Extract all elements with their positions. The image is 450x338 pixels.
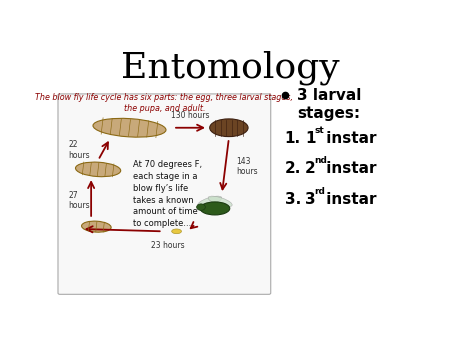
- Ellipse shape: [76, 162, 121, 177]
- FancyBboxPatch shape: [58, 94, 271, 294]
- Ellipse shape: [208, 196, 232, 207]
- Text: 27
hours: 27 hours: [68, 191, 90, 210]
- Text: The blow fly life cycle has six parts: the egg, three larval stages,: The blow fly life cycle has six parts: t…: [36, 93, 293, 102]
- Text: At 70 degrees F,
each stage in a
blow fly’s life
takes a known
amount of time
to: At 70 degrees F, each stage in a blow fl…: [133, 160, 202, 228]
- Ellipse shape: [93, 118, 166, 137]
- Text: nd: nd: [314, 156, 327, 165]
- Text: rd: rd: [314, 187, 325, 196]
- Text: 2.: 2.: [285, 161, 301, 175]
- Text: st: st: [314, 126, 324, 135]
- Text: 22
hours: 22 hours: [68, 140, 90, 160]
- Text: stages:: stages:: [297, 106, 360, 121]
- Text: 23 hours: 23 hours: [151, 241, 184, 250]
- Text: 143
hours: 143 hours: [236, 157, 257, 176]
- Ellipse shape: [197, 204, 205, 210]
- Ellipse shape: [200, 202, 230, 215]
- Text: instar: instar: [321, 161, 377, 175]
- Text: 3 larval: 3 larval: [297, 88, 361, 103]
- Text: 3: 3: [305, 192, 315, 207]
- Text: the pupa, and adult.: the pupa, and adult.: [124, 104, 205, 113]
- Text: 3.: 3.: [285, 192, 301, 207]
- Text: Entomology: Entomology: [122, 51, 340, 86]
- Text: instar: instar: [321, 192, 377, 207]
- Ellipse shape: [198, 196, 222, 207]
- Ellipse shape: [210, 119, 248, 137]
- Text: 1.: 1.: [285, 131, 301, 146]
- Ellipse shape: [172, 229, 181, 234]
- Ellipse shape: [81, 221, 111, 232]
- Text: 130 hours: 130 hours: [171, 111, 210, 120]
- Text: 2: 2: [305, 161, 315, 175]
- Text: 1: 1: [305, 131, 315, 146]
- Text: instar: instar: [321, 131, 377, 146]
